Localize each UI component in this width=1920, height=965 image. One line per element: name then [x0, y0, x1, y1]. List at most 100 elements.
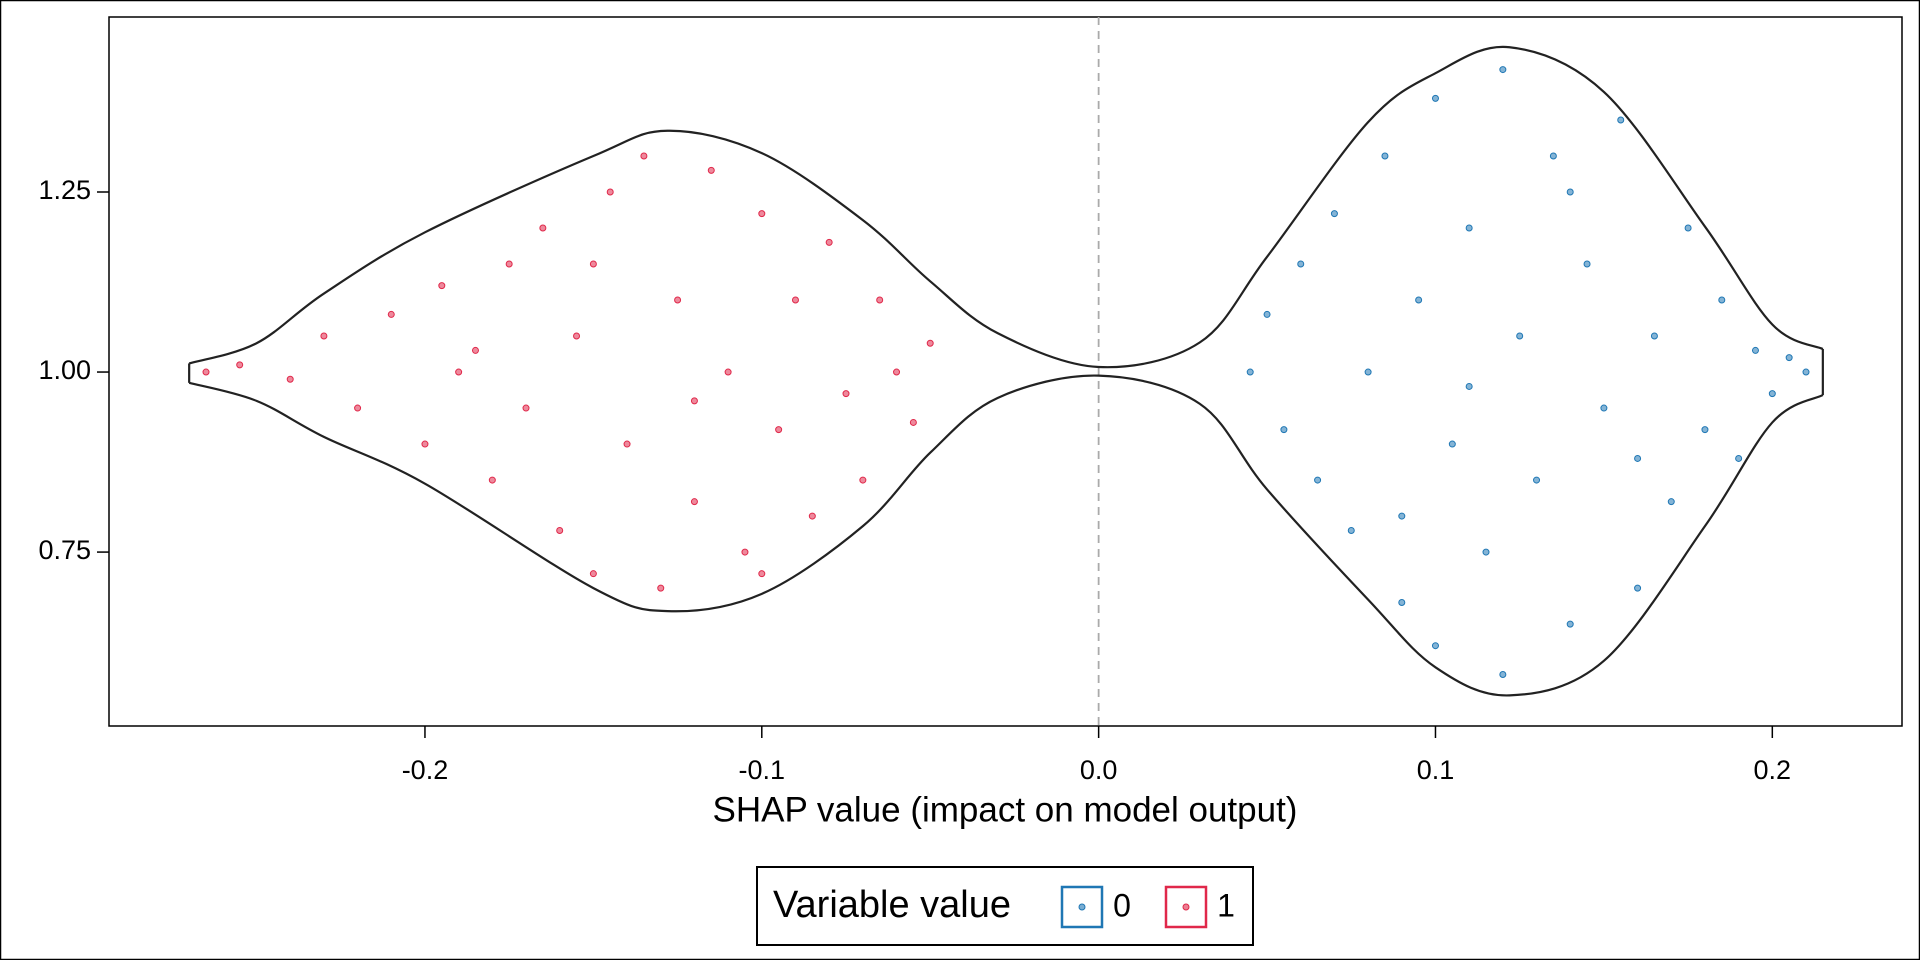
shap-point — [741, 548, 749, 556]
violin-outline — [188, 45, 1824, 369]
shap-point — [842, 390, 850, 398]
shap-point — [556, 526, 564, 534]
shap-point — [876, 296, 884, 304]
shap-point — [640, 152, 648, 160]
shap-point — [421, 440, 429, 448]
shap-point — [893, 368, 901, 376]
shap-point — [1364, 368, 1372, 376]
x-tick-label: 0.0 — [1080, 755, 1118, 785]
shap-point — [724, 368, 732, 376]
x-tick-label: -0.1 — [739, 755, 786, 785]
shap-point — [1246, 368, 1254, 376]
shap-point — [1583, 260, 1591, 268]
shap-point — [236, 361, 244, 369]
shap-point — [387, 310, 395, 318]
shap-point — [1684, 224, 1692, 232]
shap-point — [1718, 296, 1726, 304]
shap-point — [1667, 498, 1675, 506]
shap-point — [791, 296, 799, 304]
shap-point — [573, 332, 581, 340]
violin-outline — [188, 374, 1824, 697]
shap-point — [1431, 94, 1439, 102]
shap-point — [1415, 296, 1423, 304]
shap-point — [1499, 66, 1507, 74]
shap-point — [589, 570, 597, 578]
shap-point — [1330, 210, 1338, 218]
legend-title: Variable value — [773, 884, 1011, 926]
shap-point — [438, 282, 446, 290]
shap-point — [657, 584, 665, 592]
shap-point — [522, 404, 530, 412]
shap-point — [690, 397, 698, 405]
points-layer — [202, 66, 1810, 679]
shap-point — [539, 224, 547, 232]
shap-point — [1448, 440, 1456, 448]
shap-point — [1566, 188, 1574, 196]
shap-point — [1634, 454, 1642, 462]
shap-point — [1566, 620, 1574, 628]
shap-point — [202, 368, 210, 376]
shap-point — [1768, 390, 1776, 398]
x-axis-label: SHAP value (impact on model output) — [713, 790, 1298, 829]
shap-point — [1398, 598, 1406, 606]
legend-label: 0 — [1113, 887, 1131, 923]
shap-point — [1381, 152, 1389, 160]
shap-point — [1533, 476, 1541, 484]
x-tick-label: 0.2 — [1754, 755, 1792, 785]
shap-point — [1802, 368, 1810, 376]
shap-point — [1617, 116, 1625, 124]
shap-point — [286, 375, 294, 383]
shap-point — [825, 238, 833, 246]
shap-point — [808, 512, 816, 520]
shap-point — [1280, 426, 1288, 434]
shap-point — [758, 210, 766, 218]
shap-point — [455, 368, 463, 376]
shap-point — [1263, 310, 1271, 318]
shap-point — [1735, 454, 1743, 462]
y-tick-label: 0.75 — [38, 535, 91, 565]
shap-point — [674, 296, 682, 304]
shap-point — [505, 260, 513, 268]
shap-point — [623, 440, 631, 448]
shap-point — [354, 404, 362, 412]
shap-point — [1701, 426, 1709, 434]
shap-point — [1482, 548, 1490, 556]
legend-dot — [1078, 903, 1086, 911]
shap-point — [1549, 152, 1557, 160]
shap-point — [320, 332, 328, 340]
shap-point — [606, 188, 614, 196]
shap-point — [1465, 224, 1473, 232]
shap-point — [926, 339, 934, 347]
shap-point — [1600, 404, 1608, 412]
x-tick-label: -0.2 — [402, 755, 449, 785]
legend-label: 1 — [1217, 887, 1235, 923]
shap-point — [589, 260, 597, 268]
legend-swatch — [1164, 885, 1208, 929]
shap-point — [1465, 382, 1473, 390]
shap-point — [1516, 332, 1524, 340]
shap-point — [1499, 671, 1507, 679]
shap-point — [1398, 512, 1406, 520]
shap-point — [1314, 476, 1322, 484]
shap-point — [488, 476, 496, 484]
shap-point — [775, 426, 783, 434]
shap-point — [471, 346, 479, 354]
shap-point — [1751, 346, 1759, 354]
shap-point — [909, 418, 917, 426]
shap-point — [1634, 584, 1642, 592]
x-tick-label: 0.1 — [1417, 755, 1455, 785]
shap-point — [1650, 332, 1658, 340]
shap-point — [1297, 260, 1305, 268]
legend-dot — [1182, 903, 1190, 911]
shap-point — [859, 476, 867, 484]
shap-point — [1347, 526, 1355, 534]
shap-point — [690, 498, 698, 506]
shap-point — [707, 166, 715, 174]
y-tick-label: 1.00 — [38, 355, 91, 385]
shap-point — [758, 570, 766, 578]
y-tick-label: 1.25 — [38, 175, 91, 205]
shap-point — [1785, 354, 1793, 362]
shap-point — [1431, 642, 1439, 650]
